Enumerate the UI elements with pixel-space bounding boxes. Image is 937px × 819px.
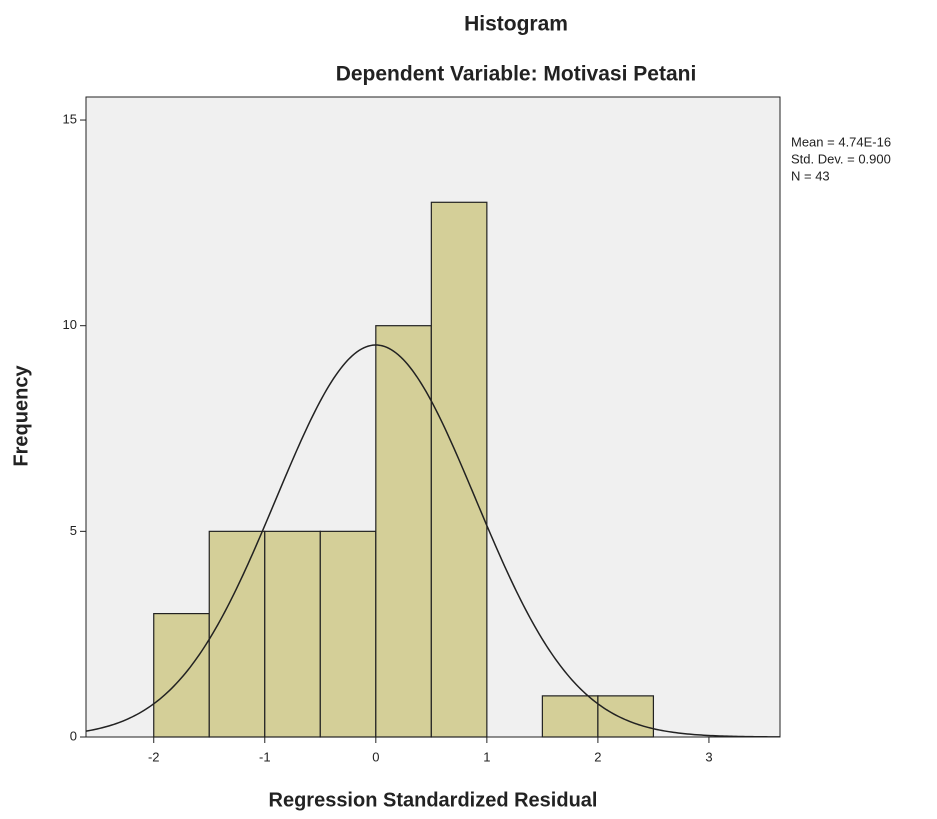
y-tick-label: 0: [70, 728, 77, 743]
bar: [541, 695, 599, 738]
normal-curve: [86, 344, 780, 737]
bar: [153, 613, 210, 738]
y-tick-label: 5: [70, 523, 77, 538]
bar: [375, 325, 432, 738]
chart-subtitle: Dependent Variable: Motivasi Petani: [336, 63, 697, 86]
y-axis-label: Frequency: [10, 365, 32, 467]
chart-title: Histogram: [464, 13, 568, 36]
bar: [597, 695, 655, 738]
x-tick-label: 1: [483, 749, 490, 764]
x-tick-label: -2: [148, 749, 160, 764]
y-tick-label: 15: [63, 111, 77, 126]
x-axis-label: Regression Standardized Residual: [269, 789, 598, 811]
x-tick-label: -1: [259, 749, 271, 764]
stat-label: N = 43: [791, 168, 830, 183]
bar: [430, 201, 488, 738]
x-tick-label: 3: [705, 749, 712, 764]
x-tick-label: 2: [594, 749, 601, 764]
bar: [208, 530, 266, 738]
stat-label: Std. Dev. = 0.900: [791, 151, 891, 166]
bar: [319, 530, 377, 738]
bar: [264, 530, 321, 738]
x-tick-label: 0: [372, 749, 379, 764]
y-tick-label: 10: [63, 317, 77, 332]
stat-label: Mean = 4.74E-16: [791, 134, 891, 149]
